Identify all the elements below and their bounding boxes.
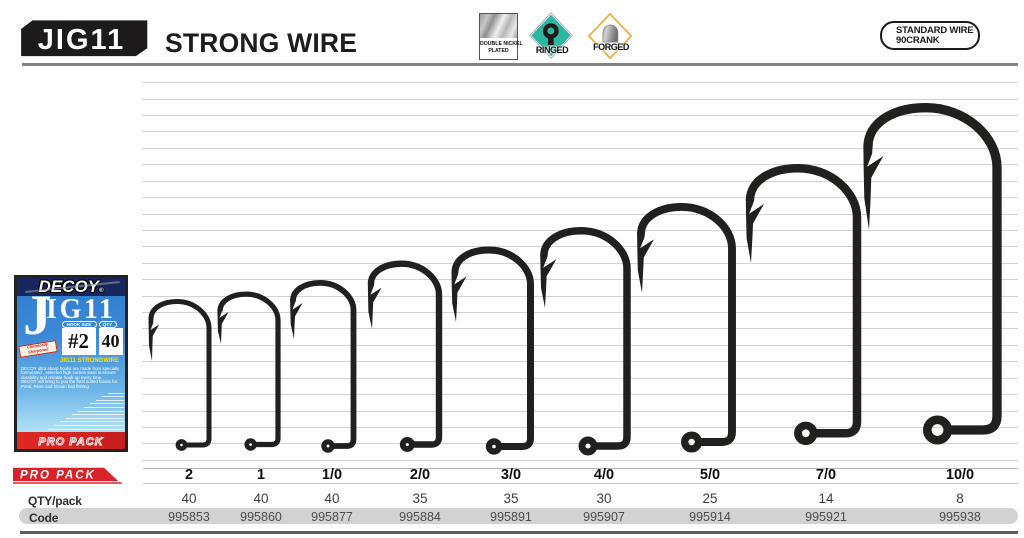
svg-text:PRO PACK: PRO PACK <box>20 469 96 481</box>
